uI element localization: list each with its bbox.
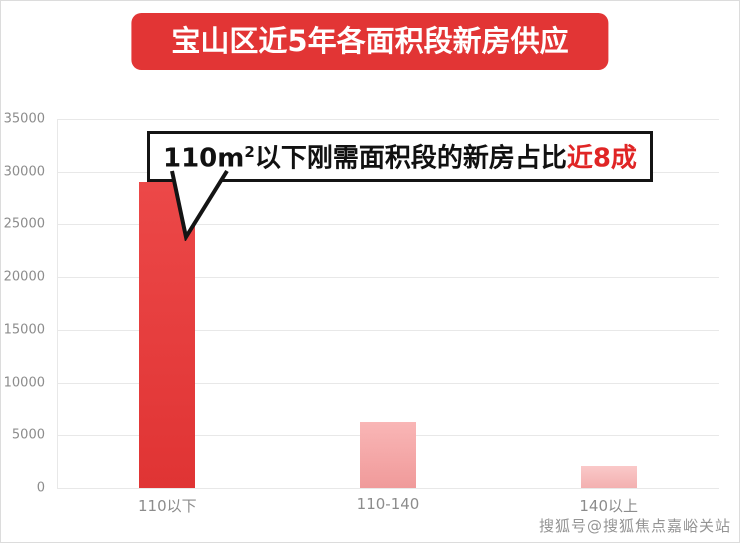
y-axis-line [57, 119, 58, 488]
y-tick-label: 5000 [11, 427, 45, 443]
y-tick-label: 35000 [3, 111, 45, 127]
chart-title-badge: 宝山区近5年各面积段新房供应 [131, 13, 609, 70]
gridline [57, 224, 719, 226]
callout-pointer-icon [170, 169, 229, 241]
gridline [57, 119, 719, 120]
y-tick-label: 20000 [3, 269, 45, 285]
bar-140以上 [580, 465, 637, 488]
callout-box: 110m2以下刚需面积段的新房占比近8成 [147, 131, 653, 182]
gridline [57, 277, 719, 279]
x-tick-label: 110-140 [356, 495, 420, 513]
x-tick-label: 140以上 [579, 497, 638, 515]
gridline [57, 329, 719, 331]
y-tick-label: 15000 [3, 322, 45, 338]
y-tick-label: 30000 [3, 164, 45, 180]
x-axis: 110以下 110-140 140以上 [57, 495, 719, 516]
watermark-text: 搜狐号@搜狐焦点嘉峪关站 [538, 517, 731, 535]
callout-text-part2: 以下刚需面积段的新房占比 [254, 143, 567, 174]
y-axis: 0 5000 10000 15000 20000 25000 30000 35000 [1, 112, 51, 496]
bar-column [498, 119, 719, 488]
bar-110-140 [360, 421, 416, 488]
bar-column [278, 119, 499, 488]
y-tick-label: 25000 [3, 216, 45, 232]
callout-text-part1: 110m [163, 143, 245, 174]
gridline [57, 488, 719, 489]
x-tick-label: 110以下 [138, 497, 197, 515]
gridline [57, 382, 719, 384]
y-tick-label: 0 [36, 480, 45, 496]
callout-sup: 2 [244, 143, 255, 161]
y-tick-label: 10000 [3, 375, 45, 391]
callout-highlight: 近8成 [566, 143, 637, 174]
